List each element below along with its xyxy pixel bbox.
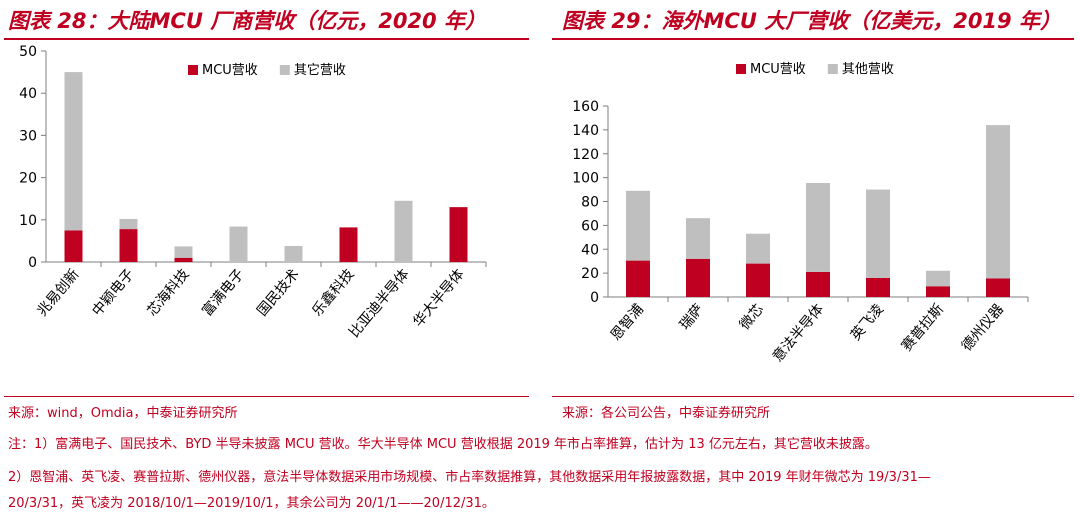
left-bar-other	[284, 245, 303, 262]
left-bar-mcu	[64, 230, 83, 262]
right-bar-mcu	[746, 263, 770, 297]
chart-right: 0 20 40 60 80 100 120 140 160 恩智浦 瑞萨 微芯 意法半导体 英飞凌 赛普拉斯…	[572, 62, 1029, 366]
right-category-label: 德州仪器	[959, 301, 1007, 354]
right-y-tick-label: 60	[581, 218, 599, 234]
chart-title-right: 图表 29：海外MCU 大厂营收（亿美元，2019 年）	[562, 9, 1061, 33]
right-bar-other	[626, 190, 650, 261]
right-category-label: 英飞凌	[847, 301, 887, 344]
right-bar-mcu	[866, 277, 890, 297]
right-y-tick-label: 160	[572, 99, 599, 115]
left-category-label: 兆易创新	[34, 266, 82, 319]
left-y-tick-label: 30	[19, 128, 37, 144]
left-category-label: 中颖电子	[89, 266, 137, 319]
right-bar-mcu	[806, 271, 830, 297]
right-category-label: 意法半导体	[769, 301, 827, 366]
right-bar-other	[986, 125, 1010, 279]
right-bar-other	[926, 270, 950, 287]
right-category-label: 微芯	[737, 301, 767, 333]
right-y-tick-label: 0	[590, 290, 599, 306]
chart-title-left: 图表 28：大陆MCU 厂商营收（亿元，2020 年）	[8, 9, 486, 33]
left-legend-label: MCU营收	[202, 63, 258, 78]
note-line-3: 20/3/31，英飞凌为 2018/10/1—2019/10/1，其余公司为 2…	[8, 496, 495, 511]
right-bar-other	[686, 218, 710, 259]
left-y-tick-label: 10	[19, 213, 37, 229]
source-right: 来源：各公司公告，中泰证券研究所	[562, 406, 771, 421]
right-legend-label: MCU营收	[750, 62, 806, 77]
left-bar-mcu	[449, 207, 468, 262]
left-y-tick-label: 20	[19, 171, 37, 187]
left-bar-other	[229, 226, 248, 262]
left-bar-other	[174, 246, 193, 258]
left-category-label: 芯海科技	[144, 266, 192, 319]
left-legend-swatch	[188, 65, 198, 75]
bottom-rule-left	[4, 396, 529, 397]
right-y-tick-label: 140	[572, 123, 599, 139]
right-y-tick-label: 100	[572, 171, 599, 187]
left-category-label: 乐鑫科技	[309, 266, 358, 320]
right-category-label: 瑞萨	[677, 301, 707, 333]
left-legend-swatch	[279, 65, 290, 75]
right-bar-other	[746, 233, 770, 264]
left-bar-mcu	[339, 227, 358, 262]
right-y-tick-label: 80	[581, 195, 599, 211]
title-rule-right	[552, 38, 1074, 40]
left-category-label: 华大半导体	[410, 266, 467, 330]
right-legend-swatch	[827, 64, 838, 74]
right-category-label: 恩智浦	[608, 301, 647, 343]
left-bar-mcu	[119, 229, 138, 262]
left-y-tick-label: 40	[19, 86, 37, 102]
note-line-2: 2）恩智浦、英飞凌、赛普拉斯、德州仪器，意法半导体数据采用市场规模、市占率数据推…	[8, 470, 931, 485]
left-bar-mcu	[174, 257, 193, 262]
right-bar-mcu	[986, 278, 1010, 297]
right-y-tick-label: 120	[572, 147, 599, 163]
right-bar-mcu	[686, 258, 710, 297]
source-left: 来源：wind，Omdia，中泰证券研究所	[8, 406, 238, 421]
right-bar-mcu	[626, 260, 650, 297]
right-legend-swatch	[736, 64, 746, 74]
note-line-1: 注：1）富满电子、国民技术、BYD 半导未披露 MCU 营收。华大半导体 MCU…	[8, 437, 878, 452]
right-bar-mcu	[926, 286, 950, 297]
left-category-label: 国民技术	[254, 266, 302, 319]
left-y-tick-label: 50	[19, 44, 37, 60]
right-category-label: 赛普拉斯	[899, 301, 947, 354]
right-bar-other	[866, 189, 890, 278]
right-y-tick-label: 40	[581, 242, 599, 258]
bottom-rule-right	[552, 396, 1074, 397]
right-bar-other	[806, 182, 830, 272]
left-category-label: 富满电子	[199, 266, 248, 320]
left-y-tick-label: 0	[28, 255, 37, 271]
right-legend-label: 其他营收	[842, 62, 894, 77]
left-bar-other	[394, 200, 413, 262]
title-rule-left	[4, 38, 529, 40]
left-bar-other	[64, 72, 83, 231]
left-legend-label: 其它营收	[294, 62, 346, 78]
right-y-tick-label: 20	[581, 266, 599, 282]
left-bar-other	[119, 218, 138, 230]
